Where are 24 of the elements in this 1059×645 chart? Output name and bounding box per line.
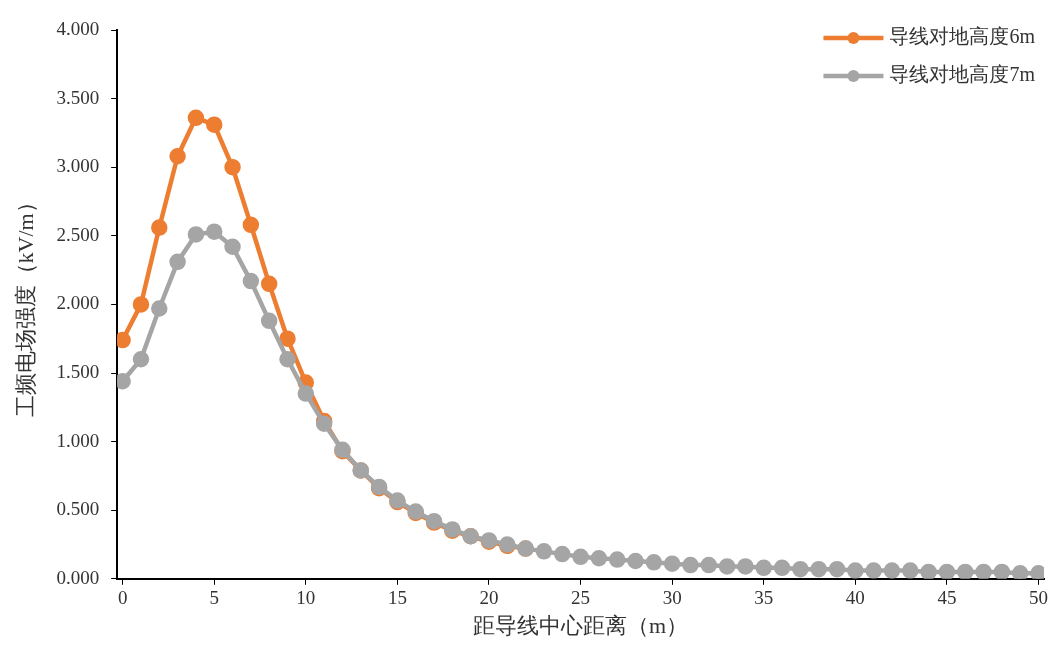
y-tick-label: 1.000 <box>56 429 100 451</box>
y-tick-label: 2.000 <box>56 292 100 314</box>
y-tick-label: 2.500 <box>56 223 100 245</box>
y-tick-label: 3.500 <box>56 86 100 108</box>
x-tick-label: 45 <box>937 587 957 609</box>
x-tick-label: 30 <box>662 587 682 609</box>
legend-label: 导线对地高度6m <box>889 25 1036 48</box>
x-tick-label: 5 <box>209 587 219 609</box>
y-tick-label: 4.000 <box>56 17 100 39</box>
x-tick-label: 40 <box>845 587 865 609</box>
x-axis-title: 距导线中心距离（m） <box>473 612 689 638</box>
legend-label: 导线对地高度7m <box>889 63 1036 86</box>
y-tick-label: 0.000 <box>56 566 100 588</box>
x-tick-label: 20 <box>479 587 499 609</box>
x-tick-label: 0 <box>117 587 128 609</box>
x-tick-label: 15 <box>387 587 407 609</box>
y-axis-title: 工频电场强度（kV/m） <box>12 191 38 418</box>
x-tick-label: 10 <box>296 587 316 609</box>
x-tick-label: 25 <box>571 587 591 609</box>
x-tick-label: 50 <box>1029 587 1048 609</box>
y-tick-label: 0.500 <box>56 498 100 520</box>
x-tick-label: 35 <box>754 587 774 609</box>
y-tick-label: 3.000 <box>56 155 100 177</box>
y-tick-label: 1.500 <box>56 360 100 382</box>
